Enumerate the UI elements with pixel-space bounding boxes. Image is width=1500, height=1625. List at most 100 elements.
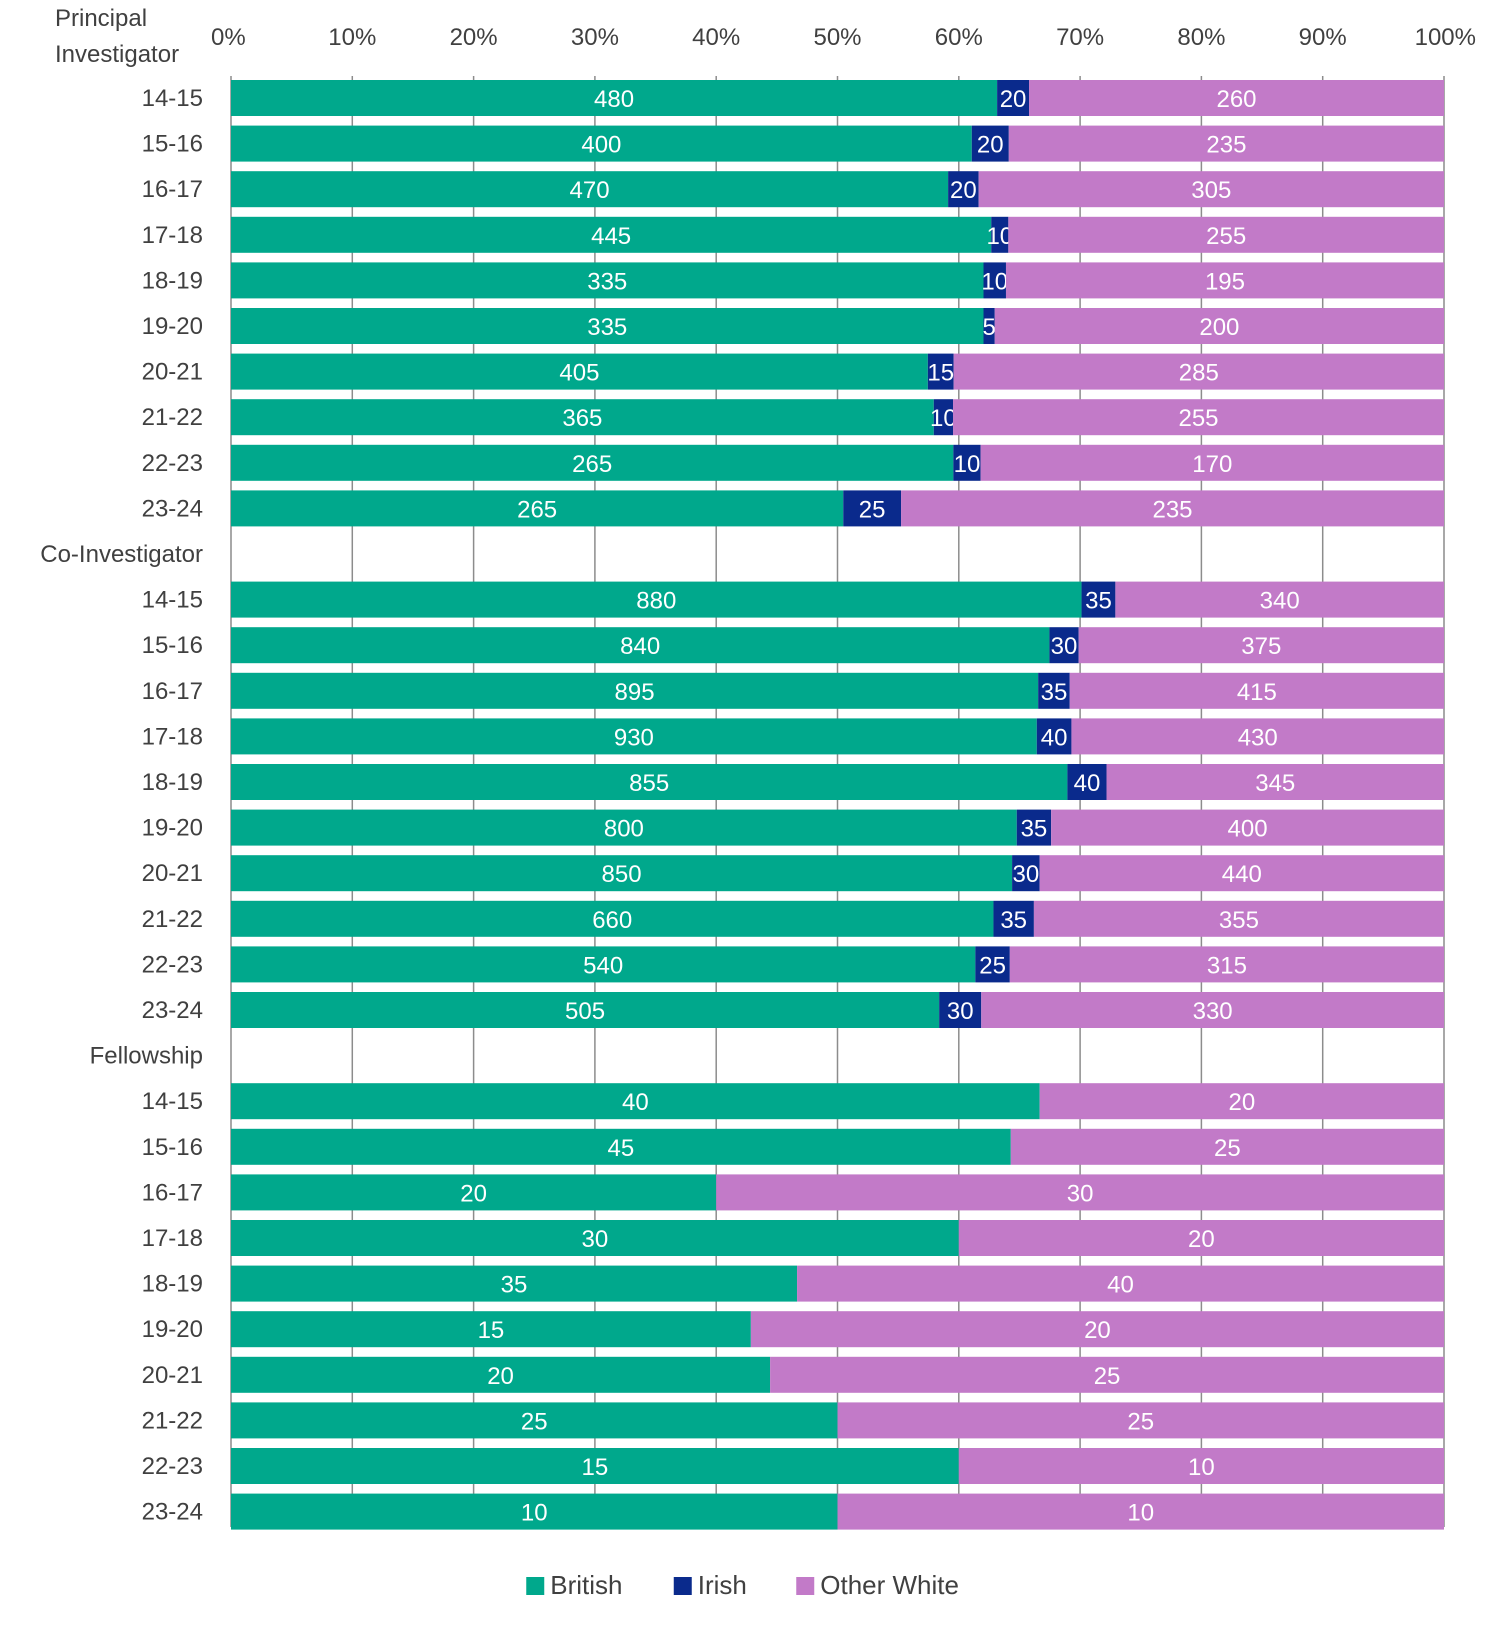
x-axis-ticks: 0% 10% 20% 30% 40% 50% 60% 70% 80% 90% 100% <box>211 24 1476 51</box>
data-label: 470 <box>570 177 610 204</box>
row-label: 14-15 <box>142 587 203 614</box>
category-labels: Principal Investigator 14-15 15-16 16-17 17-1… <box>40 5 203 1526</box>
bar-segment-british <box>231 1083 1040 1120</box>
data-label: 20 <box>1188 1226 1215 1253</box>
bar-segment-other-white <box>797 1265 1444 1302</box>
x-tick-label: 10% <box>328 24 376 51</box>
bar-segment-british <box>231 1493 838 1530</box>
row-label: 20-21 <box>142 1362 203 1389</box>
data-label: 40 <box>1074 770 1101 797</box>
data-label: 285 <box>1179 360 1219 387</box>
data-label: 30 <box>1067 1180 1094 1207</box>
bar-segment-other-white <box>1106 764 1444 800</box>
data-label: 505 <box>565 998 605 1025</box>
data-label: 255 <box>1178 405 1218 432</box>
x-tick-label: 20% <box>450 24 498 51</box>
bar-segment-other-white <box>750 1311 1444 1348</box>
bar-segment-british <box>231 855 1013 892</box>
data-label: 10 <box>1127 1500 1154 1527</box>
bar-segment-british <box>231 809 1017 846</box>
data-label: 200 <box>1199 314 1239 341</box>
row-label: 15-16 <box>142 1134 203 1161</box>
data-label: 840 <box>620 633 660 660</box>
data-label: 10 <box>981 268 1008 295</box>
bar-segment-irish <box>997 80 1030 116</box>
bar-segment-british <box>231 262 984 299</box>
bar-segment-british <box>231 1448 959 1484</box>
data-label: 35 <box>1085 588 1112 615</box>
data-label: 265 <box>517 496 557 523</box>
data-label: 25 <box>979 952 1006 979</box>
data-label: 40 <box>1041 724 1068 751</box>
group-label: Investigator <box>55 41 179 68</box>
data-label: 235 <box>1152 496 1192 523</box>
data-label: 440 <box>1222 861 1262 888</box>
bar-segment-irish <box>953 444 981 481</box>
bar-segment-other-white <box>770 1356 1444 1393</box>
data-label: 15 <box>582 1454 609 1481</box>
bar-segment-other-white <box>1115 581 1444 618</box>
data-label: 345 <box>1255 770 1295 797</box>
legend: British Irish Other White <box>526 1570 959 1600</box>
bar-segment-irish <box>1012 855 1040 892</box>
data-label: 335 <box>587 314 627 341</box>
bar-segment-british <box>231 125 972 162</box>
bar-segment-british <box>231 1265 798 1302</box>
row-label: 15-16 <box>142 632 203 659</box>
data-label: 20 <box>977 132 1004 159</box>
bar-segment-british <box>231 946 976 983</box>
bar-segment-irish <box>843 490 902 527</box>
bar-segment-british <box>231 353 928 390</box>
data-label: 400 <box>581 132 621 159</box>
data-label: 30 <box>1051 633 1078 660</box>
data-label: 375 <box>1241 633 1281 660</box>
row-label: 22-23 <box>142 951 203 978</box>
data-label: 315 <box>1207 952 1247 979</box>
bar-segment-other-white <box>837 1493 1444 1530</box>
data-label: 20 <box>950 177 977 204</box>
data-label: 40 <box>622 1089 649 1116</box>
legend-swatch <box>673 1577 692 1595</box>
bar-segment-british <box>231 1356 771 1393</box>
data-label: 10 <box>1188 1454 1215 1481</box>
bar-segment-other-white <box>1008 125 1444 162</box>
data-label: 335 <box>587 268 627 295</box>
bar-segment-british <box>231 308 984 344</box>
row-label: 20-21 <box>142 359 203 386</box>
data-label: 25 <box>521 1408 548 1435</box>
bar-segment-irish <box>983 262 1006 299</box>
row-label: 17-18 <box>142 723 203 750</box>
x-tick-label: 80% <box>1177 24 1225 51</box>
data-label: 265 <box>572 451 612 478</box>
x-tick-label: 30% <box>571 24 619 51</box>
data-label: 40 <box>1107 1272 1134 1299</box>
data-label: 25 <box>1094 1363 1121 1390</box>
data-label: 10 <box>521 1500 548 1527</box>
data-label: 430 <box>1238 724 1278 751</box>
bar-segment-british <box>231 900 994 937</box>
bar-segment-other-white <box>981 992 1444 1028</box>
bar-segment-irish <box>993 900 1034 937</box>
legend-swatch <box>526 1577 545 1595</box>
bar-segment-irish <box>1038 672 1070 709</box>
row-label: 15-16 <box>142 131 203 158</box>
data-label: 25 <box>1214 1135 1241 1162</box>
group-label: Co-Investigator <box>40 541 203 568</box>
data-label: 20 <box>1084 1317 1111 1344</box>
data-label: 35 <box>1021 816 1048 843</box>
bar-segment-british <box>231 1174 717 1211</box>
row-label: 22-23 <box>142 450 203 477</box>
data-label: 10 <box>954 451 981 478</box>
row-label: 19-20 <box>142 815 203 842</box>
row-label: 21-22 <box>142 906 203 933</box>
data-label: 195 <box>1205 268 1245 295</box>
row-label: 18-19 <box>142 769 203 796</box>
row-label: 23-24 <box>142 495 203 522</box>
data-label: 480 <box>594 86 634 113</box>
bar-segment-irish <box>991 216 1009 253</box>
data-label: 445 <box>591 223 631 250</box>
x-tick-label: 100% <box>1415 24 1476 51</box>
row-label: 23-24 <box>142 997 203 1024</box>
x-tick-label: 50% <box>813 24 861 51</box>
